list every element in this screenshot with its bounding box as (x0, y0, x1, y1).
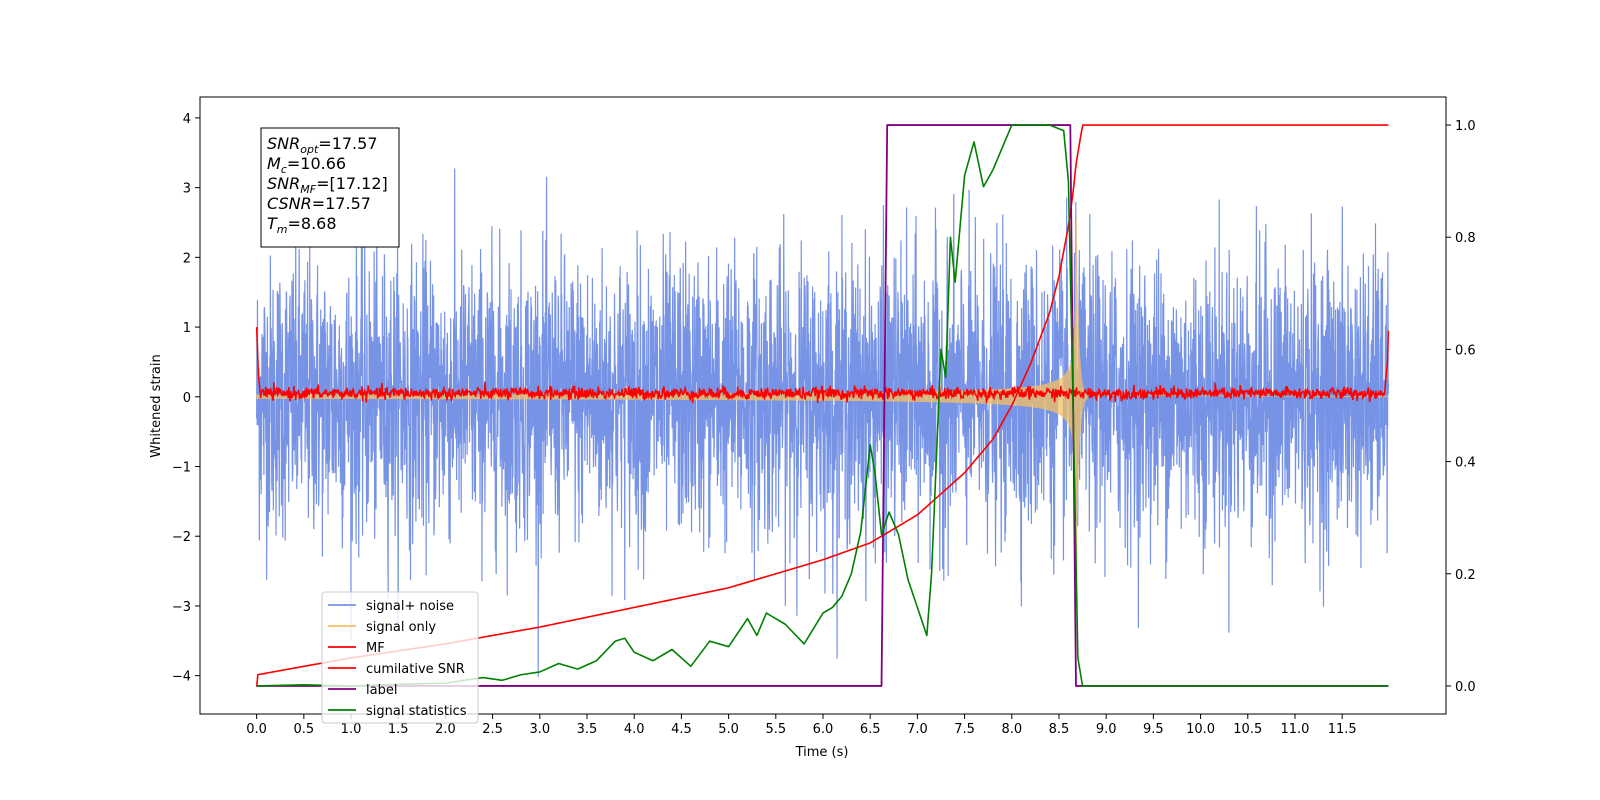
axes-layer: 0.0 0.5 1.0 1.5 2.0 2.5 3.0 3.5 4.0 4.5 5.0 5.5 6.0 6… (172, 112, 1476, 737)
y-axis-label: Whitened strain (149, 354, 164, 457)
x-tick-label: 9.5 (1143, 722, 1164, 737)
annotation-subscript: MF (300, 183, 316, 196)
x-tick-label: 8.5 (1049, 722, 1070, 737)
series-mf-line (255, 327, 1390, 404)
annotation-symbol: SNR (267, 174, 300, 193)
annotation-line: SNRopt=17.57 (267, 134, 378, 156)
y2-tick-label: 0.8 (1455, 231, 1476, 246)
x-tick-label: 1.5 (388, 722, 409, 737)
x-tick-label: 5.5 (765, 722, 786, 737)
x-tick-label: 6.0 (813, 722, 834, 737)
x-tick-label: 3.0 (529, 722, 550, 737)
x-tick-label: 9.0 (1096, 722, 1117, 737)
y-tick-label: −3 (172, 600, 191, 615)
y2-tick-label: 0.6 (1455, 343, 1476, 358)
legend-entry: label (366, 683, 397, 698)
y2-tick-label: 0.2 (1455, 568, 1476, 583)
x-tick-label: 7.0 (907, 722, 928, 737)
annotation-symbol: M (267, 154, 281, 173)
x-tick-label: 10.0 (1186, 722, 1215, 737)
legend-entry: signal+ noise (366, 599, 454, 614)
x-tick-label: 2.0 (435, 722, 456, 737)
y-tick-label: −4 (172, 670, 191, 685)
annotation-line: Mc=10.66 (267, 154, 346, 176)
legend-entry: cumilative SNR (366, 662, 465, 677)
annotation-subscript: c (281, 163, 287, 176)
x-tick-label: 4.5 (671, 722, 692, 737)
x-tick-label: 1.0 (341, 722, 362, 737)
y-tick-label: 3 (183, 182, 191, 197)
annotation-value: =17.57 (312, 194, 371, 213)
x-tick-label: 6.5 (860, 722, 881, 737)
y-tick-label: −2 (172, 530, 191, 545)
x-tick-label: 4.0 (624, 722, 645, 737)
annotation-line: SNRMF=[17.12] (267, 174, 388, 196)
x-tick-label: 8.0 (1001, 722, 1022, 737)
x-tick-label: 3.5 (577, 722, 598, 737)
x-tick-label: 0.5 (293, 722, 314, 737)
annotation-line: CSNR=17.57 (267, 194, 371, 213)
legend-entry: signal only (366, 620, 436, 635)
x-tick-label: 7.5 (954, 722, 975, 737)
x-tick-label: 11.5 (1328, 722, 1357, 737)
annotation-symbol: SNR (267, 134, 300, 153)
x-tick-label: 10.5 (1233, 722, 1262, 737)
x-axis-label: Time (s) (795, 745, 849, 760)
annotation-box: SNRopt=17.57Mc=10.66SNRMF=[17.12]CSNR=17… (260, 127, 400, 248)
legend-entry: signal statistics (366, 704, 467, 719)
y2-tick-label: 0.4 (1455, 456, 1476, 471)
y-tick-label: 1 (183, 321, 191, 336)
annotation-value: =10.66 (287, 154, 346, 173)
annotation-line: Tm=8.68 (267, 214, 337, 236)
legend-entry: MF (366, 641, 385, 656)
x-tick-label: 11.0 (1280, 722, 1309, 737)
y-tick-label: 4 (183, 112, 191, 127)
y-tick-label: −1 (172, 461, 191, 476)
annotation-subscript: opt (300, 143, 319, 156)
annotation-symbol: T (267, 214, 278, 233)
series-signal-noise-line (256, 168, 1390, 678)
x-tick-label: 0.0 (246, 722, 267, 737)
legend: signal+ noise signal only MF cumilative SNR… (321, 591, 479, 724)
annotation-value: =[17.12] (316, 174, 388, 193)
y2-tick-label: 0.0 (1455, 680, 1476, 695)
annotation-frame (260, 127, 400, 248)
y2-tick-label: 1.0 (1455, 119, 1476, 134)
y-tick-label: 2 (183, 251, 191, 266)
series-signal-statistics-line (256, 124, 1389, 687)
annotation-value: =17.57 (318, 134, 377, 153)
x-tick-label: 5.0 (718, 722, 739, 737)
annotation-subscript: m (277, 223, 288, 236)
x-tick-label: 2.5 (482, 722, 503, 737)
legend-frame (321, 591, 479, 724)
annotation-symbol: CSNR (267, 194, 312, 213)
annotation-value: =8.68 (288, 214, 337, 233)
y-tick-label: 0 (183, 391, 191, 406)
